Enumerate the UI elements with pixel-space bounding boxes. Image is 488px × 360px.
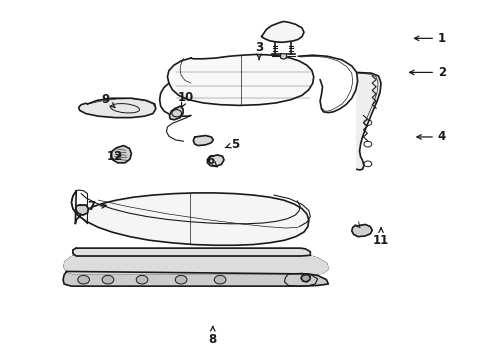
Polygon shape xyxy=(351,225,371,237)
Polygon shape xyxy=(356,72,380,170)
Polygon shape xyxy=(193,135,213,145)
Circle shape xyxy=(175,275,186,284)
Circle shape xyxy=(78,275,89,284)
Polygon shape xyxy=(64,256,328,274)
Text: 2: 2 xyxy=(409,66,445,79)
Text: 12: 12 xyxy=(107,150,123,163)
Polygon shape xyxy=(301,275,310,282)
Circle shape xyxy=(136,275,148,284)
Polygon shape xyxy=(76,205,88,215)
Text: 1: 1 xyxy=(414,32,445,45)
Polygon shape xyxy=(79,98,156,118)
Text: 8: 8 xyxy=(208,327,217,346)
Polygon shape xyxy=(169,106,183,120)
Polygon shape xyxy=(73,248,310,256)
Polygon shape xyxy=(111,145,131,163)
Polygon shape xyxy=(280,54,286,59)
Text: 11: 11 xyxy=(372,228,388,247)
Text: 7: 7 xyxy=(87,201,106,213)
Polygon shape xyxy=(207,155,224,166)
Circle shape xyxy=(214,275,225,284)
Text: 4: 4 xyxy=(416,130,445,144)
Text: 5: 5 xyxy=(225,138,238,150)
Polygon shape xyxy=(71,191,308,245)
Polygon shape xyxy=(63,271,328,286)
Polygon shape xyxy=(261,22,304,42)
Polygon shape xyxy=(64,256,328,274)
Text: 10: 10 xyxy=(178,91,194,107)
Text: 9: 9 xyxy=(101,93,115,108)
Circle shape xyxy=(102,275,114,284)
Text: 6: 6 xyxy=(206,154,217,167)
Text: 3: 3 xyxy=(255,41,263,59)
Polygon shape xyxy=(167,54,313,105)
